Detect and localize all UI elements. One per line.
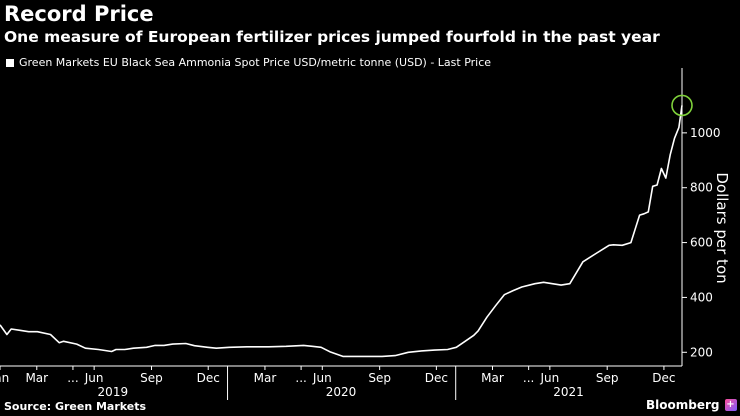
x-tick-label: Mar [254, 371, 277, 385]
bloomberg-wordmark: Bloomberg [646, 398, 720, 412]
x-tick-label: Mar [25, 371, 48, 385]
bloomberg-brand: Bloomberg + [646, 398, 737, 412]
y-tick-label: 800 [690, 181, 713, 195]
latest-price-highlight [671, 94, 693, 117]
x-tick-label: Mar [481, 371, 504, 385]
y-tick-label: 200 [690, 345, 713, 359]
x-tick-label: ... [295, 371, 306, 385]
year-label: 2019 [98, 385, 129, 399]
chart-title: Record Price [4, 2, 154, 26]
legend-swatch [6, 58, 14, 67]
x-tick-label: Jun [539, 371, 559, 385]
y-tick-label: 600 [690, 236, 713, 250]
x-tick-label: ... [523, 371, 534, 385]
source-note: Source: Green Markets [4, 400, 147, 413]
x-tick-label: Sep [140, 371, 163, 385]
x-tick-label: Dec [652, 371, 675, 385]
x-tick-label: Sep [596, 371, 619, 385]
x-tick-label: Jun [312, 371, 332, 385]
y-axis-label: Dollars per ton [713, 172, 731, 284]
x-tick-label: Sep [368, 371, 391, 385]
price-line [0, 105, 683, 358]
y-tick-label: 1000 [690, 126, 721, 140]
legend-label: Green Markets EU Black Sea Ammonia Spot … [19, 56, 492, 69]
chart-subtitle: One measure of European fertilizer price… [4, 28, 660, 46]
year-label: 2020 [326, 385, 357, 399]
legend: Green Markets EU Black Sea Ammonia Spot … [6, 56, 491, 69]
y-tick-label: 400 [690, 290, 713, 304]
x-tick-label: Dec [425, 371, 448, 385]
x-tick-label: Dec [197, 371, 220, 385]
x-tick-label: ... [67, 371, 78, 385]
year-label: 2021 [553, 385, 584, 399]
bloomberg-logo-icon: + [724, 399, 737, 411]
x-tick-label: Jun [84, 371, 104, 385]
x-tick-label: Jan [0, 371, 9, 385]
